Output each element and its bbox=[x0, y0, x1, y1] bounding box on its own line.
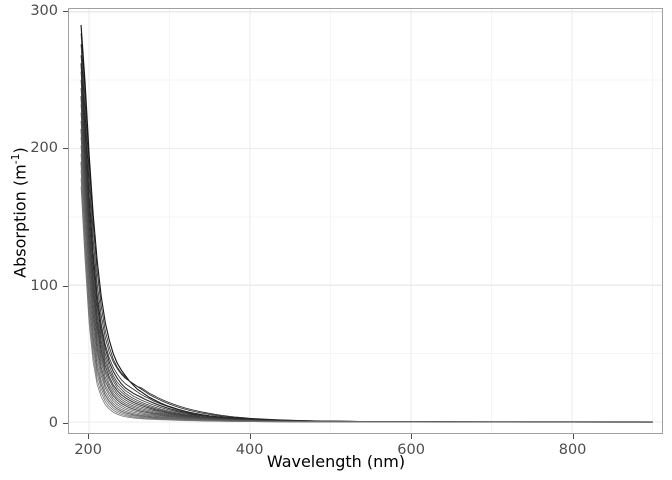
series-line bbox=[80, 145, 653, 423]
x-axis-title: Wavelength (nm) bbox=[266, 452, 406, 471]
y-tick-mark bbox=[63, 148, 68, 149]
series-line bbox=[80, 87, 653, 423]
x-tick-label: 400 bbox=[235, 442, 264, 458]
series-line bbox=[80, 153, 653, 423]
y-tick-mark bbox=[63, 423, 68, 424]
series-line bbox=[80, 169, 653, 423]
x-tick-mark bbox=[250, 434, 251, 439]
x-tick-label: 800 bbox=[558, 442, 587, 458]
y-tick-mark bbox=[63, 286, 68, 287]
series-line bbox=[80, 55, 653, 423]
series-line bbox=[80, 112, 653, 423]
series-line bbox=[80, 186, 653, 423]
series-line bbox=[80, 33, 653, 423]
series-line bbox=[80, 24, 653, 423]
series-layer bbox=[80, 24, 653, 423]
series-line bbox=[80, 95, 653, 423]
x-tick-mark bbox=[411, 434, 412, 439]
y-axis-title-main: Absorption (m bbox=[10, 164, 30, 278]
y-axis-title-exponent: -1 bbox=[9, 153, 23, 165]
y-axis-title-close: ) bbox=[10, 147, 30, 154]
series-line bbox=[80, 44, 653, 423]
x-tick-mark bbox=[88, 434, 89, 439]
y-axis-title: Absorption (m-1) bbox=[9, 93, 30, 333]
y-tick-mark bbox=[63, 11, 68, 12]
x-tick-mark bbox=[573, 434, 574, 439]
series-line bbox=[80, 161, 653, 423]
x-tick-label: 600 bbox=[397, 442, 425, 458]
series-line bbox=[80, 79, 653, 423]
y-tick-label: 100 bbox=[30, 277, 58, 294]
y-tick-label: 300 bbox=[30, 2, 58, 19]
plot-svg bbox=[69, 9, 662, 433]
series-line bbox=[80, 137, 653, 423]
y-tick-label: 0 bbox=[48, 415, 58, 431]
x-tick-label: 200 bbox=[74, 442, 103, 458]
y-tick-label: 200 bbox=[30, 140, 58, 157]
series-line bbox=[80, 178, 653, 423]
series-line bbox=[80, 63, 653, 423]
series-line bbox=[80, 120, 653, 423]
grid-layer bbox=[69, 9, 662, 433]
plot-panel bbox=[68, 8, 663, 434]
series-line bbox=[80, 71, 653, 423]
series-line bbox=[80, 104, 653, 423]
series-line bbox=[80, 128, 653, 423]
